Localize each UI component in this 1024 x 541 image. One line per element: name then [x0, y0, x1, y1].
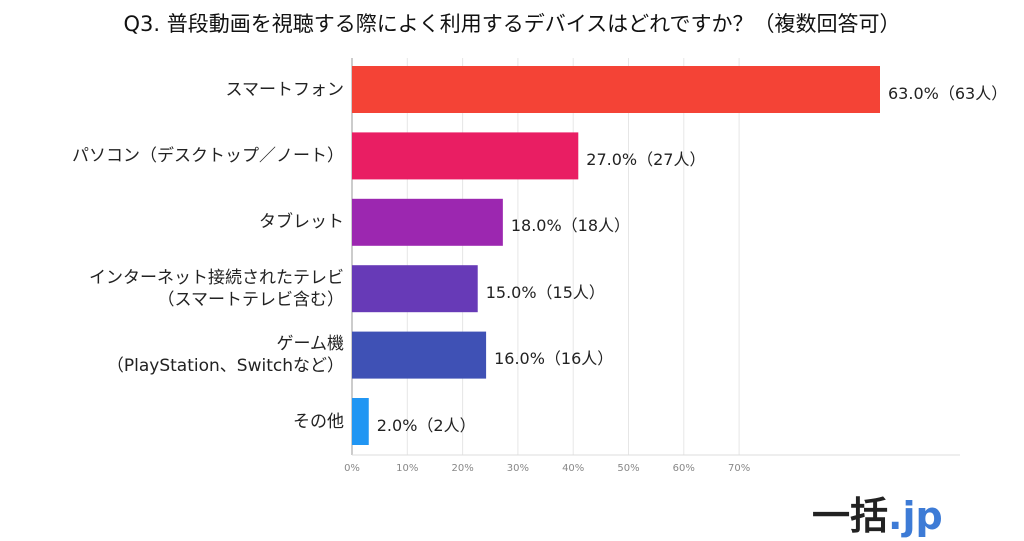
- category-label: タブレット: [259, 212, 344, 233]
- category-label: その他: [293, 411, 344, 432]
- data-label: 16.0%（16人）: [494, 349, 614, 369]
- x-tick-label: 50%: [617, 463, 640, 474]
- data-label: 63.0%（63人）: [888, 83, 1008, 103]
- logo: 一括.jp: [812, 494, 943, 538]
- data-label: 27.0%（27人）: [586, 149, 706, 169]
- bar: [352, 66, 880, 113]
- x-tick-label: 60%: [672, 463, 695, 474]
- data-label: 18.0%（18人）: [510, 216, 631, 236]
- x-tick-label: 30%: [506, 463, 530, 474]
- category-label: ゲーム機 （PlayStation、Switchなど）: [106, 334, 344, 377]
- data-label: 2.0%（2人）: [376, 415, 476, 435]
- category-label: パソコン（デスクトップ／ノート）: [72, 145, 344, 166]
- x-tick-label: 20%: [451, 463, 474, 474]
- data-label: 15.0%（15人）: [485, 282, 605, 302]
- category-label: スマートフォン: [225, 79, 345, 100]
- bar: [352, 132, 579, 180]
- x-tick-label: 70%: [727, 463, 751, 474]
- chart-title: Q3. 普段動画を視聴する際によく利用するデバイスはどれですか？（複数回答可）: [123, 12, 901, 36]
- bar: [352, 265, 478, 313]
- bar: [352, 398, 369, 445]
- category-label: インターネット接続されたテレビ （スマートテレビ含む）: [89, 267, 344, 310]
- x-tick-label: 0%: [344, 463, 360, 474]
- bar: [352, 331, 487, 379]
- bar: [352, 198, 503, 246]
- x-tick-label: 40%: [562, 463, 585, 474]
- x-tick-label: 10%: [396, 463, 419, 474]
